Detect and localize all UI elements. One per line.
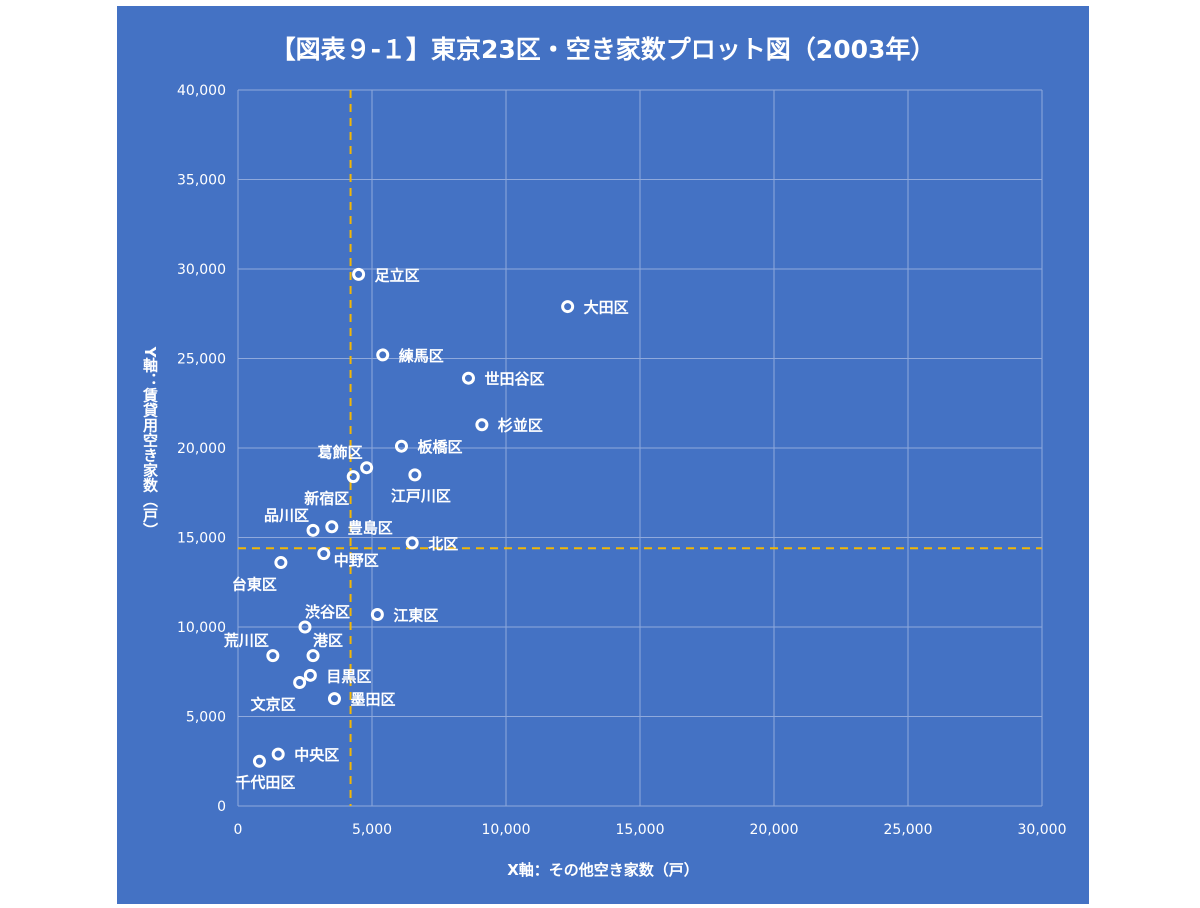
- data-point-label: 台東区: [232, 576, 277, 594]
- data-point: [376, 348, 390, 362]
- data-point-label: 渋谷区: [305, 603, 350, 621]
- data-point: [461, 371, 475, 385]
- y-tick-label: 5,000: [186, 710, 226, 726]
- data-point-label: 中野区: [334, 552, 379, 570]
- x-tick-label: 15,000: [616, 822, 665, 838]
- y-tick-label: 25,000: [177, 352, 226, 368]
- data-point: [360, 461, 374, 475]
- data-point: [266, 649, 280, 663]
- data-point: [274, 556, 288, 570]
- data-point: [475, 418, 489, 432]
- chart-background: [117, 6, 1089, 904]
- data-point: [325, 520, 339, 534]
- data-point-label: 北区: [428, 535, 458, 553]
- x-tick-label: 20,000: [750, 822, 799, 838]
- reference-lines: [238, 90, 1042, 806]
- data-point-label: 中央区: [294, 746, 339, 764]
- tick-labels: 0 5,000 10,000 15,000 20,000 25,000 30,000 0 5,0…: [177, 83, 1067, 838]
- data-point-label: 葛飾区: [317, 444, 363, 462]
- y-tick-label: 20,000: [177, 441, 226, 457]
- data-point-label: 足立区: [375, 266, 420, 284]
- data-point: [298, 620, 312, 634]
- chart-title: 【図表９-１】東京23区・空き家数プロット図（2003年）: [271, 35, 936, 64]
- y-tick-label: 40,000: [177, 83, 226, 99]
- data-point-label: 品川区: [264, 506, 309, 524]
- data-point-label: 世田谷区: [484, 370, 544, 388]
- x-tick-label: 5,000: [352, 822, 392, 838]
- x-tick-label: 25,000: [884, 822, 933, 838]
- data-point-label: 江戸川区: [391, 487, 451, 505]
- data-point: [561, 300, 575, 314]
- scatter-chart: 【図表９-１】東京23区・空き家数プロット図（2003年） 0 5,000 10,0…: [117, 6, 1089, 904]
- x-axis-label: X軸：その他空き家数（戸）: [507, 861, 699, 879]
- data-point-label: 板橋区: [417, 438, 462, 456]
- x-tick-label: 30,000: [1018, 822, 1067, 838]
- data-point: [317, 547, 331, 561]
- data-point: [346, 470, 360, 484]
- x-tick-label: 0: [234, 822, 243, 838]
- y-tick-label: 35,000: [177, 173, 226, 189]
- data-point: [408, 468, 422, 482]
- chart-panel: 【図表９-１】東京23区・空き家数プロット図（2003年） 0 5,000 10,0…: [117, 6, 1089, 904]
- data-point: [327, 692, 341, 706]
- data-point-label: 杉並区: [498, 417, 543, 435]
- data-point-label: 目黒区: [326, 667, 371, 685]
- data-point-label: 港区: [313, 632, 343, 650]
- data-point-label: 練馬区: [399, 347, 444, 365]
- data-point: [405, 536, 419, 550]
- data-point: [271, 747, 285, 761]
- data-point: [252, 754, 266, 768]
- data-point-label: 千代田区: [235, 773, 295, 791]
- data-point-label: 豊島区: [348, 519, 393, 537]
- data-point: [293, 675, 307, 689]
- data-point: [306, 523, 320, 537]
- x-tick-label: 10,000: [482, 822, 531, 838]
- data-point: [303, 668, 317, 682]
- data-point: [352, 267, 366, 281]
- grid-lines: [237, 89, 1043, 807]
- data-point-label: 新宿区: [304, 490, 349, 508]
- y-tick-label: 30,000: [177, 262, 226, 278]
- data-point-label: 荒川区: [224, 632, 269, 650]
- data-point: [306, 649, 320, 663]
- data-point-label: 文京区: [251, 695, 296, 713]
- y-axis-label: Y軸：賃貸用空き家数（戸）: [141, 346, 159, 538]
- data-point-label: 大田区: [584, 299, 629, 317]
- y-tick-label: 15,000: [177, 531, 226, 547]
- data-point-label: 墨田区: [350, 691, 395, 709]
- data-point-label: 江東区: [393, 606, 438, 624]
- y-tick-label: 0: [217, 799, 226, 815]
- y-tick-label: 10,000: [177, 620, 226, 636]
- data-point: [394, 439, 408, 453]
- data-point: [370, 607, 384, 621]
